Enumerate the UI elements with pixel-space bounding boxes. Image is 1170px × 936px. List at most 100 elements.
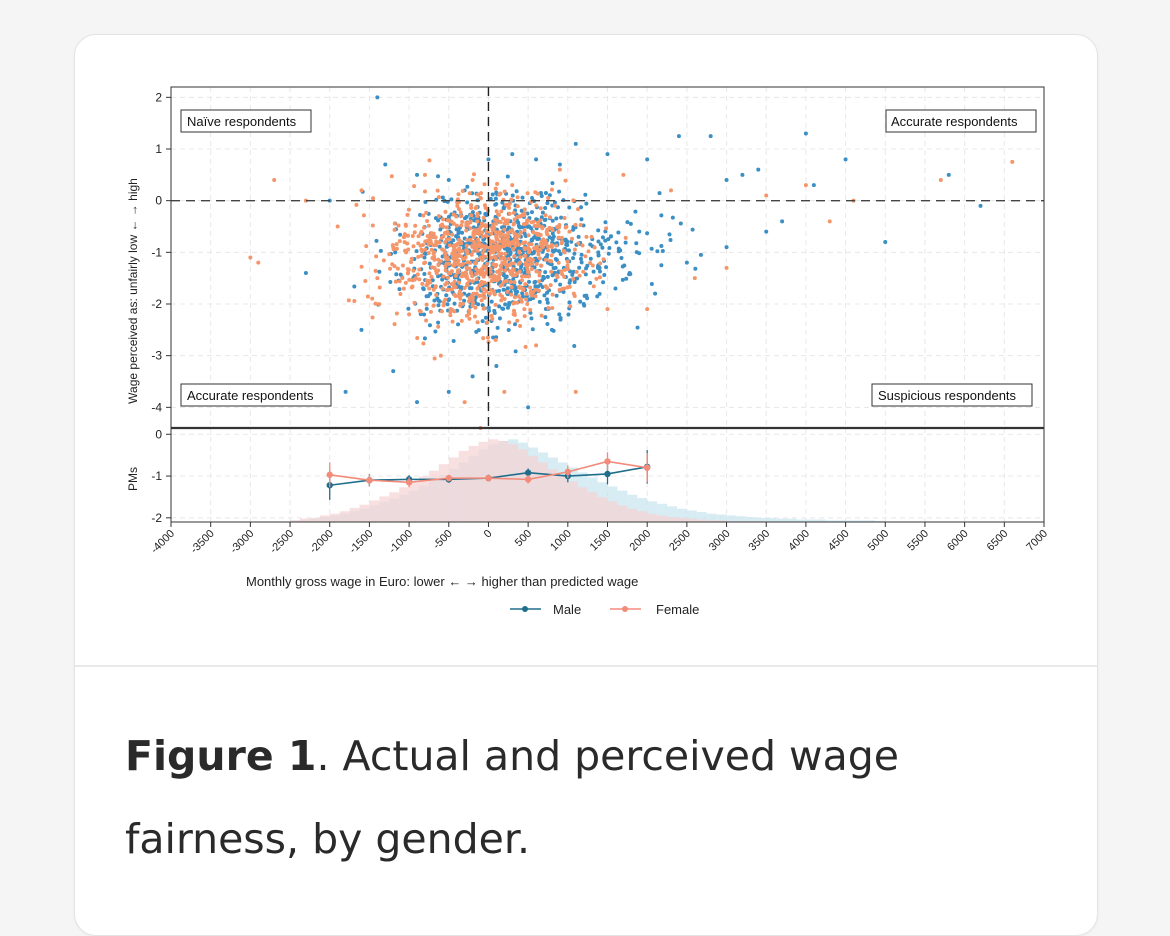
hist-bar-male [766,517,777,522]
scatter-point-female [537,270,542,275]
scatter-point-female [488,287,493,292]
scatter-point-female [473,305,478,310]
scatter-point-female [505,263,510,268]
scatter-point-female [518,230,523,235]
scatter-point-male [474,329,479,334]
scatter-point-male [480,303,485,308]
scatter-point-female [545,227,550,232]
scatter-point-female [563,225,568,230]
scatter-point-male [497,316,502,321]
scatter-point-female [465,283,470,288]
scatter-point-female [556,230,561,235]
scatter-point-male [507,300,512,305]
scatter-point-male [684,260,689,265]
scatter-point-female [441,234,446,239]
scatter-point-male [456,322,461,327]
scatter-point-female [459,248,464,253]
scatter-point-female [303,198,308,203]
scatter-point-female [400,263,405,268]
scatter-point-male [375,95,380,100]
scatter-point-male [724,178,729,182]
scatter-point-female [417,308,422,313]
scatter-point-female [441,303,446,308]
hist-bar-male [627,494,638,522]
scatter-point-male [465,184,470,189]
scatter-point-male [572,344,577,349]
scatter-point-male [803,131,808,136]
scatter-point-female [497,230,502,235]
x-tick-label: -1000 [387,528,415,556]
scatter-point-female [370,315,375,320]
scatter-point-female [514,232,519,237]
scatter-point-male [604,265,609,270]
scatter-point-female [505,289,510,294]
scatter-point-female [556,260,561,265]
scatter-point-female [495,218,500,223]
scatter-point-male [539,193,544,198]
scatter-point-male [449,197,454,202]
scatter-point-male [528,310,533,315]
scatter-point-male [510,152,515,157]
hist-bar-female [319,515,330,522]
scatter-point-female [570,236,575,241]
scatter-point-female [441,274,446,279]
scatter-point-male [525,211,530,216]
scatter-point-female [453,293,458,298]
scatter-point-female [562,216,567,221]
hist-bar-male [805,519,816,522]
scatter-point-male [811,183,816,188]
scatter-point-male [561,289,566,294]
scatter-point-male [427,261,432,266]
scatter-point-female [518,324,523,329]
scatter-point-male [533,279,538,284]
scatter-point-male [497,304,502,309]
scatter-point-male [542,218,547,223]
scatter-point-male [577,265,582,270]
scatter-point-male [571,227,576,232]
scatter-point-female [594,276,599,281]
scatter-point-female [479,282,484,287]
hist-bar-female [299,518,310,522]
scatter-point-male [627,270,632,275]
scatter-point-female [479,293,484,298]
scatter-point-female [568,304,573,309]
scatter-point-male [550,181,555,186]
scatter-point-male [532,235,537,240]
scatter-point-female [464,248,469,253]
scatter-point-male [406,306,411,311]
scatter-point-female [446,275,451,280]
scatter-point-female [502,389,507,394]
scatter-point-female [453,242,458,247]
scatter-point-female [554,243,559,248]
scatter-point-female [724,265,729,270]
scatter-point-female [455,203,460,208]
scatter-point-female [354,202,359,207]
scatter-point-female [460,189,465,194]
scatter-point-female [505,239,510,244]
scatter-point-male [576,234,581,239]
scatter-point-female [458,210,463,215]
scatter-point-female [416,234,421,239]
scatter-point-male [693,266,698,271]
scatter-point-female [419,253,424,258]
scatter-point-male [542,293,547,298]
scatter-point-male [422,312,427,317]
scatter-point-male [505,174,510,179]
pm-point-female [326,471,333,478]
scatter-point-female [539,263,544,268]
scatter-point-female [552,203,557,208]
scatter-point-female [459,223,464,228]
scatter-point-female [418,231,423,236]
scatter-point-female [428,280,433,285]
scatter-point-female [467,191,472,196]
scatter-point-female [501,255,506,260]
scatter-point-female [415,272,420,277]
scatter-point-female [412,300,417,305]
scatter-point-male [528,297,533,302]
scatter-point-male [457,285,462,290]
scatter-point-male [628,221,633,226]
scatter-point-male [591,269,596,274]
scatter-point-female [537,273,542,278]
hist-bar-male [647,501,658,522]
scatter-point-female [524,291,529,296]
